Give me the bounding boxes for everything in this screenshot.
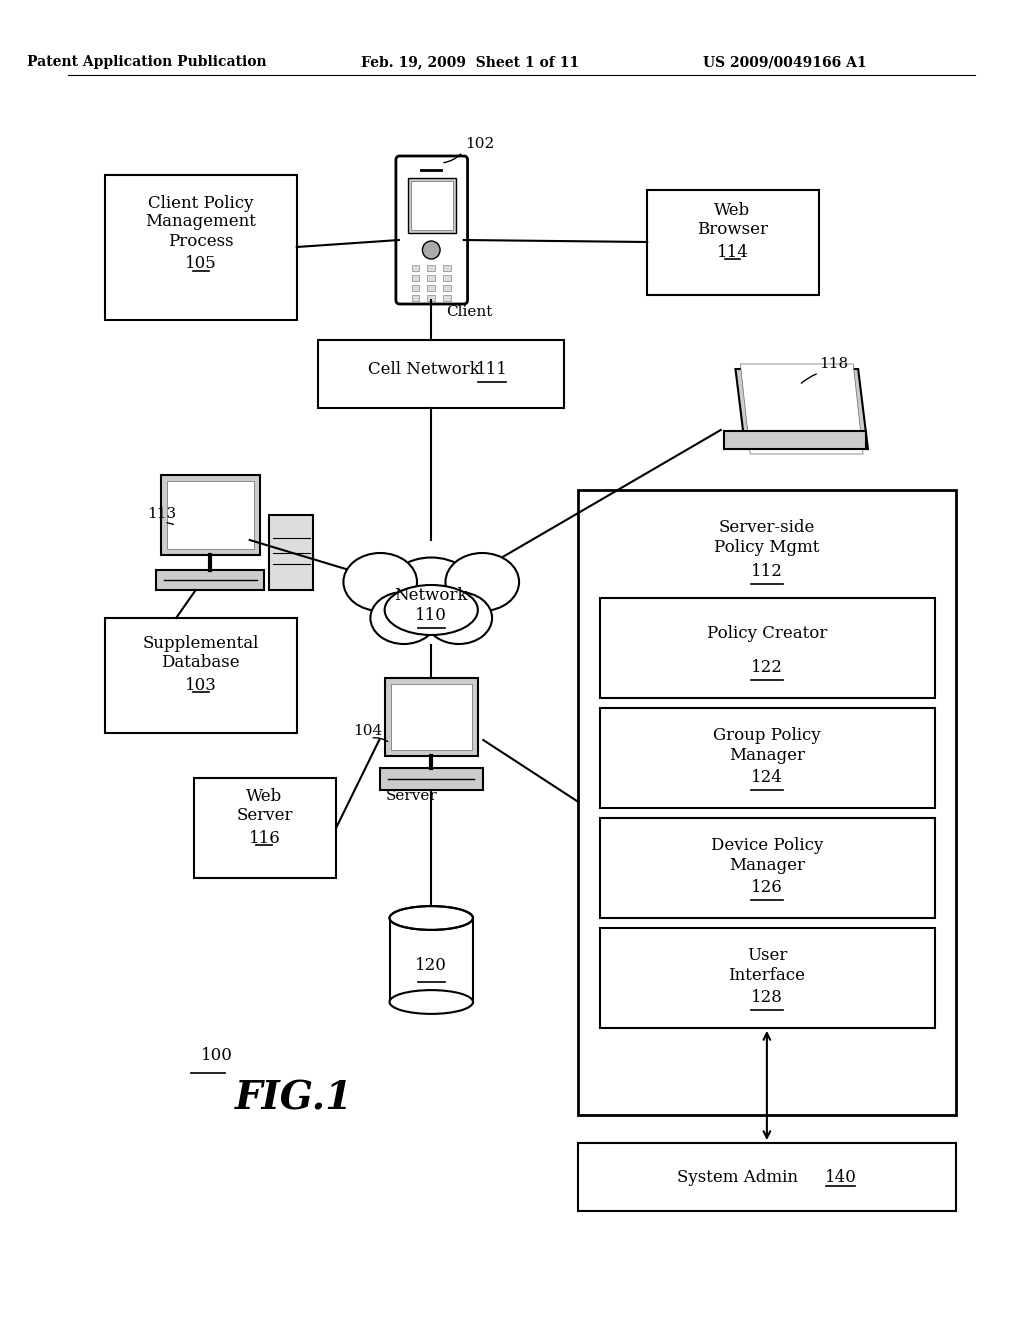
Bar: [105, 618, 297, 733]
Text: Supplemental: Supplemental: [142, 635, 259, 652]
Bar: [408, 178, 456, 234]
Text: Network: Network: [394, 586, 468, 603]
Text: 105: 105: [184, 256, 216, 272]
Text: 120: 120: [416, 957, 447, 974]
Text: Policy Creator: Policy Creator: [707, 624, 827, 642]
Text: Server: Server: [237, 807, 293, 824]
Ellipse shape: [389, 990, 473, 1014]
Text: 124: 124: [751, 770, 782, 787]
FancyBboxPatch shape: [396, 156, 468, 304]
Bar: [443, 294, 451, 301]
Bar: [269, 515, 313, 590]
Bar: [412, 265, 420, 271]
Bar: [194, 777, 336, 878]
Text: 126: 126: [751, 879, 782, 896]
Ellipse shape: [425, 591, 493, 644]
Text: Interface: Interface: [728, 968, 806, 985]
Text: 118: 118: [819, 356, 848, 371]
Ellipse shape: [389, 906, 473, 929]
Text: Database: Database: [162, 653, 240, 671]
Text: 110: 110: [416, 606, 447, 623]
Bar: [427, 275, 435, 281]
Text: 114: 114: [717, 244, 749, 261]
Text: 111: 111: [476, 360, 508, 378]
Text: 128: 128: [751, 990, 782, 1006]
Bar: [724, 432, 866, 449]
Text: Patent Application Publication: Patent Application Publication: [27, 55, 266, 69]
Text: US 2009/0049166 A1: US 2009/0049166 A1: [702, 55, 866, 69]
Bar: [411, 181, 453, 230]
Text: 100: 100: [201, 1047, 232, 1064]
Text: Web: Web: [247, 788, 283, 805]
Bar: [380, 768, 483, 789]
Text: 102: 102: [466, 137, 495, 150]
Bar: [600, 708, 935, 808]
Text: Browser: Browser: [697, 220, 768, 238]
Bar: [579, 1143, 956, 1210]
Text: Process: Process: [168, 232, 233, 249]
Bar: [412, 285, 420, 290]
Bar: [427, 285, 435, 290]
Text: Manager: Manager: [729, 747, 805, 764]
Bar: [318, 341, 564, 408]
Ellipse shape: [445, 553, 519, 611]
Bar: [412, 275, 420, 281]
Text: Client Policy: Client Policy: [147, 194, 253, 211]
Text: Device Policy: Device Policy: [711, 837, 823, 854]
Ellipse shape: [371, 591, 437, 644]
Text: 116: 116: [249, 830, 281, 847]
Text: 113: 113: [146, 507, 176, 521]
Ellipse shape: [343, 553, 417, 611]
Text: Group Policy: Group Policy: [713, 727, 821, 744]
Bar: [105, 176, 297, 319]
Text: Policy Mgmt: Policy Mgmt: [714, 540, 819, 557]
Text: 122: 122: [751, 660, 782, 676]
Bar: [579, 490, 956, 1115]
Bar: [443, 285, 451, 290]
Bar: [600, 598, 935, 698]
Bar: [427, 265, 435, 271]
Text: Cell Network: Cell Network: [368, 360, 479, 378]
Bar: [600, 928, 935, 1028]
Text: User: User: [746, 948, 787, 965]
Text: 140: 140: [824, 1168, 856, 1185]
Text: Server: Server: [386, 789, 437, 803]
Bar: [443, 275, 451, 281]
Text: Client: Client: [446, 305, 493, 319]
Text: 104: 104: [352, 723, 382, 738]
Text: Manager: Manager: [729, 858, 805, 874]
Bar: [600, 818, 935, 917]
Polygon shape: [735, 370, 868, 449]
Ellipse shape: [387, 557, 475, 623]
Bar: [412, 294, 420, 301]
Ellipse shape: [385, 585, 478, 635]
Text: System Admin: System Admin: [677, 1168, 798, 1185]
Bar: [157, 570, 264, 590]
Bar: [443, 265, 451, 271]
Bar: [427, 294, 435, 301]
Text: Web: Web: [715, 202, 751, 219]
Bar: [167, 480, 254, 549]
Text: 103: 103: [184, 677, 216, 694]
Ellipse shape: [389, 906, 473, 929]
Text: FIG.1: FIG.1: [234, 1080, 353, 1118]
Text: Server-side: Server-side: [719, 520, 815, 536]
Text: 112: 112: [751, 564, 782, 581]
Bar: [390, 917, 473, 1003]
Bar: [391, 684, 472, 750]
Text: Management: Management: [145, 214, 256, 231]
Bar: [647, 190, 819, 294]
Bar: [385, 678, 478, 756]
Polygon shape: [740, 364, 863, 454]
Circle shape: [423, 242, 440, 259]
Bar: [162, 475, 259, 554]
Text: Feb. 19, 2009  Sheet 1 of 11: Feb. 19, 2009 Sheet 1 of 11: [361, 55, 580, 69]
